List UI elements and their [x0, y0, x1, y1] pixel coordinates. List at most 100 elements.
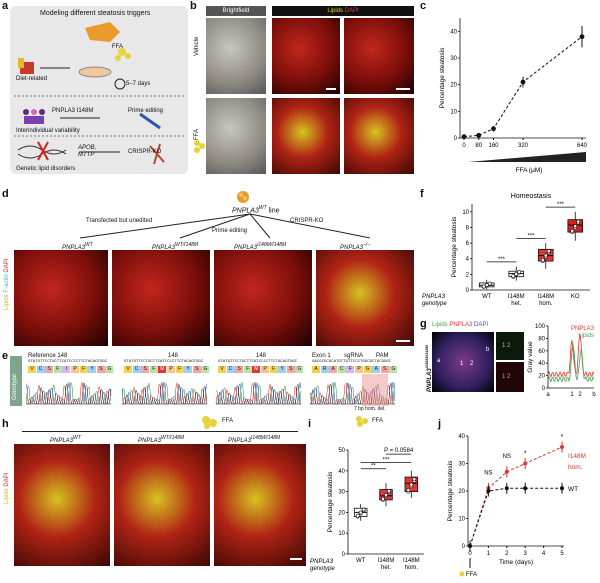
f-y-tick-label: 4 — [466, 257, 470, 263]
amino-acid: Y — [278, 366, 287, 373]
f-y-tick-label: 2 — [466, 272, 470, 278]
j-x-tick-label: 3 — [524, 551, 528, 557]
j-x-tick-label: 0 — [468, 551, 472, 557]
b-ffa-icon — [194, 140, 205, 153]
ffa-icon — [118, 48, 126, 56]
b-brightfield-vehicle — [206, 18, 266, 94]
i-data-point — [358, 510, 363, 515]
panel-letter-e: e — [2, 350, 9, 362]
panel-letter-j: j — [438, 418, 442, 430]
h-bracket — [22, 431, 298, 432]
f-title: Homeostasis — [511, 193, 552, 200]
amino-acid: G — [105, 366, 114, 373]
h-genotype-1: PNPLA3WT — [50, 435, 81, 444]
scale-bar — [396, 340, 410, 342]
f-data-point — [517, 270, 522, 274]
c-y-tick-label: 0 — [454, 136, 458, 142]
i-category-label: het. — [381, 565, 391, 571]
liver-icon — [85, 22, 120, 42]
d-genotype-3: PNPLA3I148M/I148M — [234, 242, 287, 251]
c-x-label: FFA (μM) — [516, 167, 543, 174]
d-transfected: Transfected but unedited — [86, 218, 153, 224]
j-series-label: WT — [568, 486, 578, 493]
person-icon — [23, 109, 29, 115]
c-y-tick-label: 40 — [450, 29, 457, 35]
amino-acid: F — [269, 366, 278, 373]
amino-acid: Y — [184, 366, 193, 373]
e-sgrna: sgRNA — [344, 353, 364, 359]
f-y-label: Percentage steatosis — [451, 216, 458, 277]
f-data-point — [576, 219, 581, 224]
f-sig-label: *** — [527, 233, 535, 239]
h-ffa-icon — [202, 416, 217, 429]
i-sig-label: ** — [371, 464, 376, 470]
amino-acid: P — [261, 366, 269, 373]
f-data-point — [514, 272, 519, 276]
j-x-tick-label: 4 — [542, 551, 546, 557]
j-data-point — [468, 544, 472, 548]
g-mark-1: 1 — [460, 361, 464, 367]
e-seq-4: GACGCGCGCATGTTGTTCCCTGGCGCTGCGGGC — [312, 360, 392, 364]
i-data-point — [406, 488, 411, 492]
amino-acid: A — [329, 366, 338, 373]
j-x-tick-label: 2 — [505, 551, 509, 557]
j-data-point — [486, 489, 491, 493]
i-y-tick-label: 30 — [338, 490, 345, 496]
amino-acid: S — [96, 366, 105, 373]
i-y-tick-label: 20 — [338, 510, 345, 516]
amino-acid: C — [226, 366, 235, 373]
b-fluor-ffa-1 — [272, 98, 340, 174]
j-y-tick-label: 10 — [458, 517, 465, 523]
b-fluor-header: Lipids DAPI — [272, 6, 414, 16]
e-seq-3: GTATGTTCCTGCTTCATCCCCTTCTACAGTGGC — [218, 360, 298, 364]
i-p-value: P = 0.0584 — [384, 448, 414, 454]
i-ffa-icon — [356, 416, 368, 427]
amino-acid: F — [79, 366, 88, 373]
amino-acid: F — [243, 366, 252, 373]
d-prime: Prime editing — [212, 228, 248, 234]
chart-c: 0 10 20 30 40 Percentage steatosis 0 80 160 320 64… — [439, 18, 588, 174]
j-x-tick-label: 5 — [560, 551, 564, 557]
amino-acid: P — [355, 366, 363, 373]
g-x-tick-label: b — [592, 392, 596, 398]
i-data-point — [412, 477, 417, 482]
c-y-tick-label: 20 — [450, 83, 457, 89]
e-chromatograms — [26, 381, 396, 405]
panel-letter-c: c — [420, 0, 427, 12]
j-star-label: * — [524, 450, 527, 457]
amino-acid: F — [149, 366, 158, 373]
panel-letter-f: f — [420, 188, 424, 200]
f-y-tick-label: 8 — [466, 225, 470, 231]
i-data-point — [387, 489, 391, 493]
i-category-label: hom. — [405, 565, 419, 571]
j-data-point — [504, 486, 509, 491]
c-y-tick-label: 10 — [450, 109, 457, 115]
c-x-tick-label: 640 — [577, 143, 588, 149]
panel-letter-d: d — [2, 188, 9, 200]
i-category-label: WT — [356, 558, 366, 564]
f-category-label: het. — [511, 301, 521, 307]
f-data-point — [481, 284, 486, 289]
a-days: 5–7 days — [126, 81, 151, 87]
j-series-label: I148M — [568, 453, 586, 460]
g-legend-lipids: Lipids — [578, 333, 594, 339]
h-image-het — [114, 444, 210, 566]
amino-acid: G — [363, 366, 372, 373]
i-data-point — [381, 496, 385, 501]
e-s2: 148 — [168, 353, 179, 359]
i-data-point — [384, 493, 388, 497]
i-data-point — [409, 482, 414, 487]
i-ffa: FFA — [372, 418, 384, 424]
j-series-line — [469, 446, 563, 547]
a-interind: Interindividual variability — [16, 128, 80, 134]
b-vehicle-label: Vehicle — [194, 36, 200, 56]
panel-letter-i: i — [308, 418, 312, 430]
panel-a-title: Modeling different steatosis triggers — [40, 10, 151, 17]
f-category-label: WT — [482, 294, 492, 300]
scale-bar — [326, 88, 336, 90]
amino-acid: G — [389, 366, 398, 373]
f-data-point — [570, 228, 575, 233]
e-genotype-tag: Genotype — [10, 356, 22, 406]
